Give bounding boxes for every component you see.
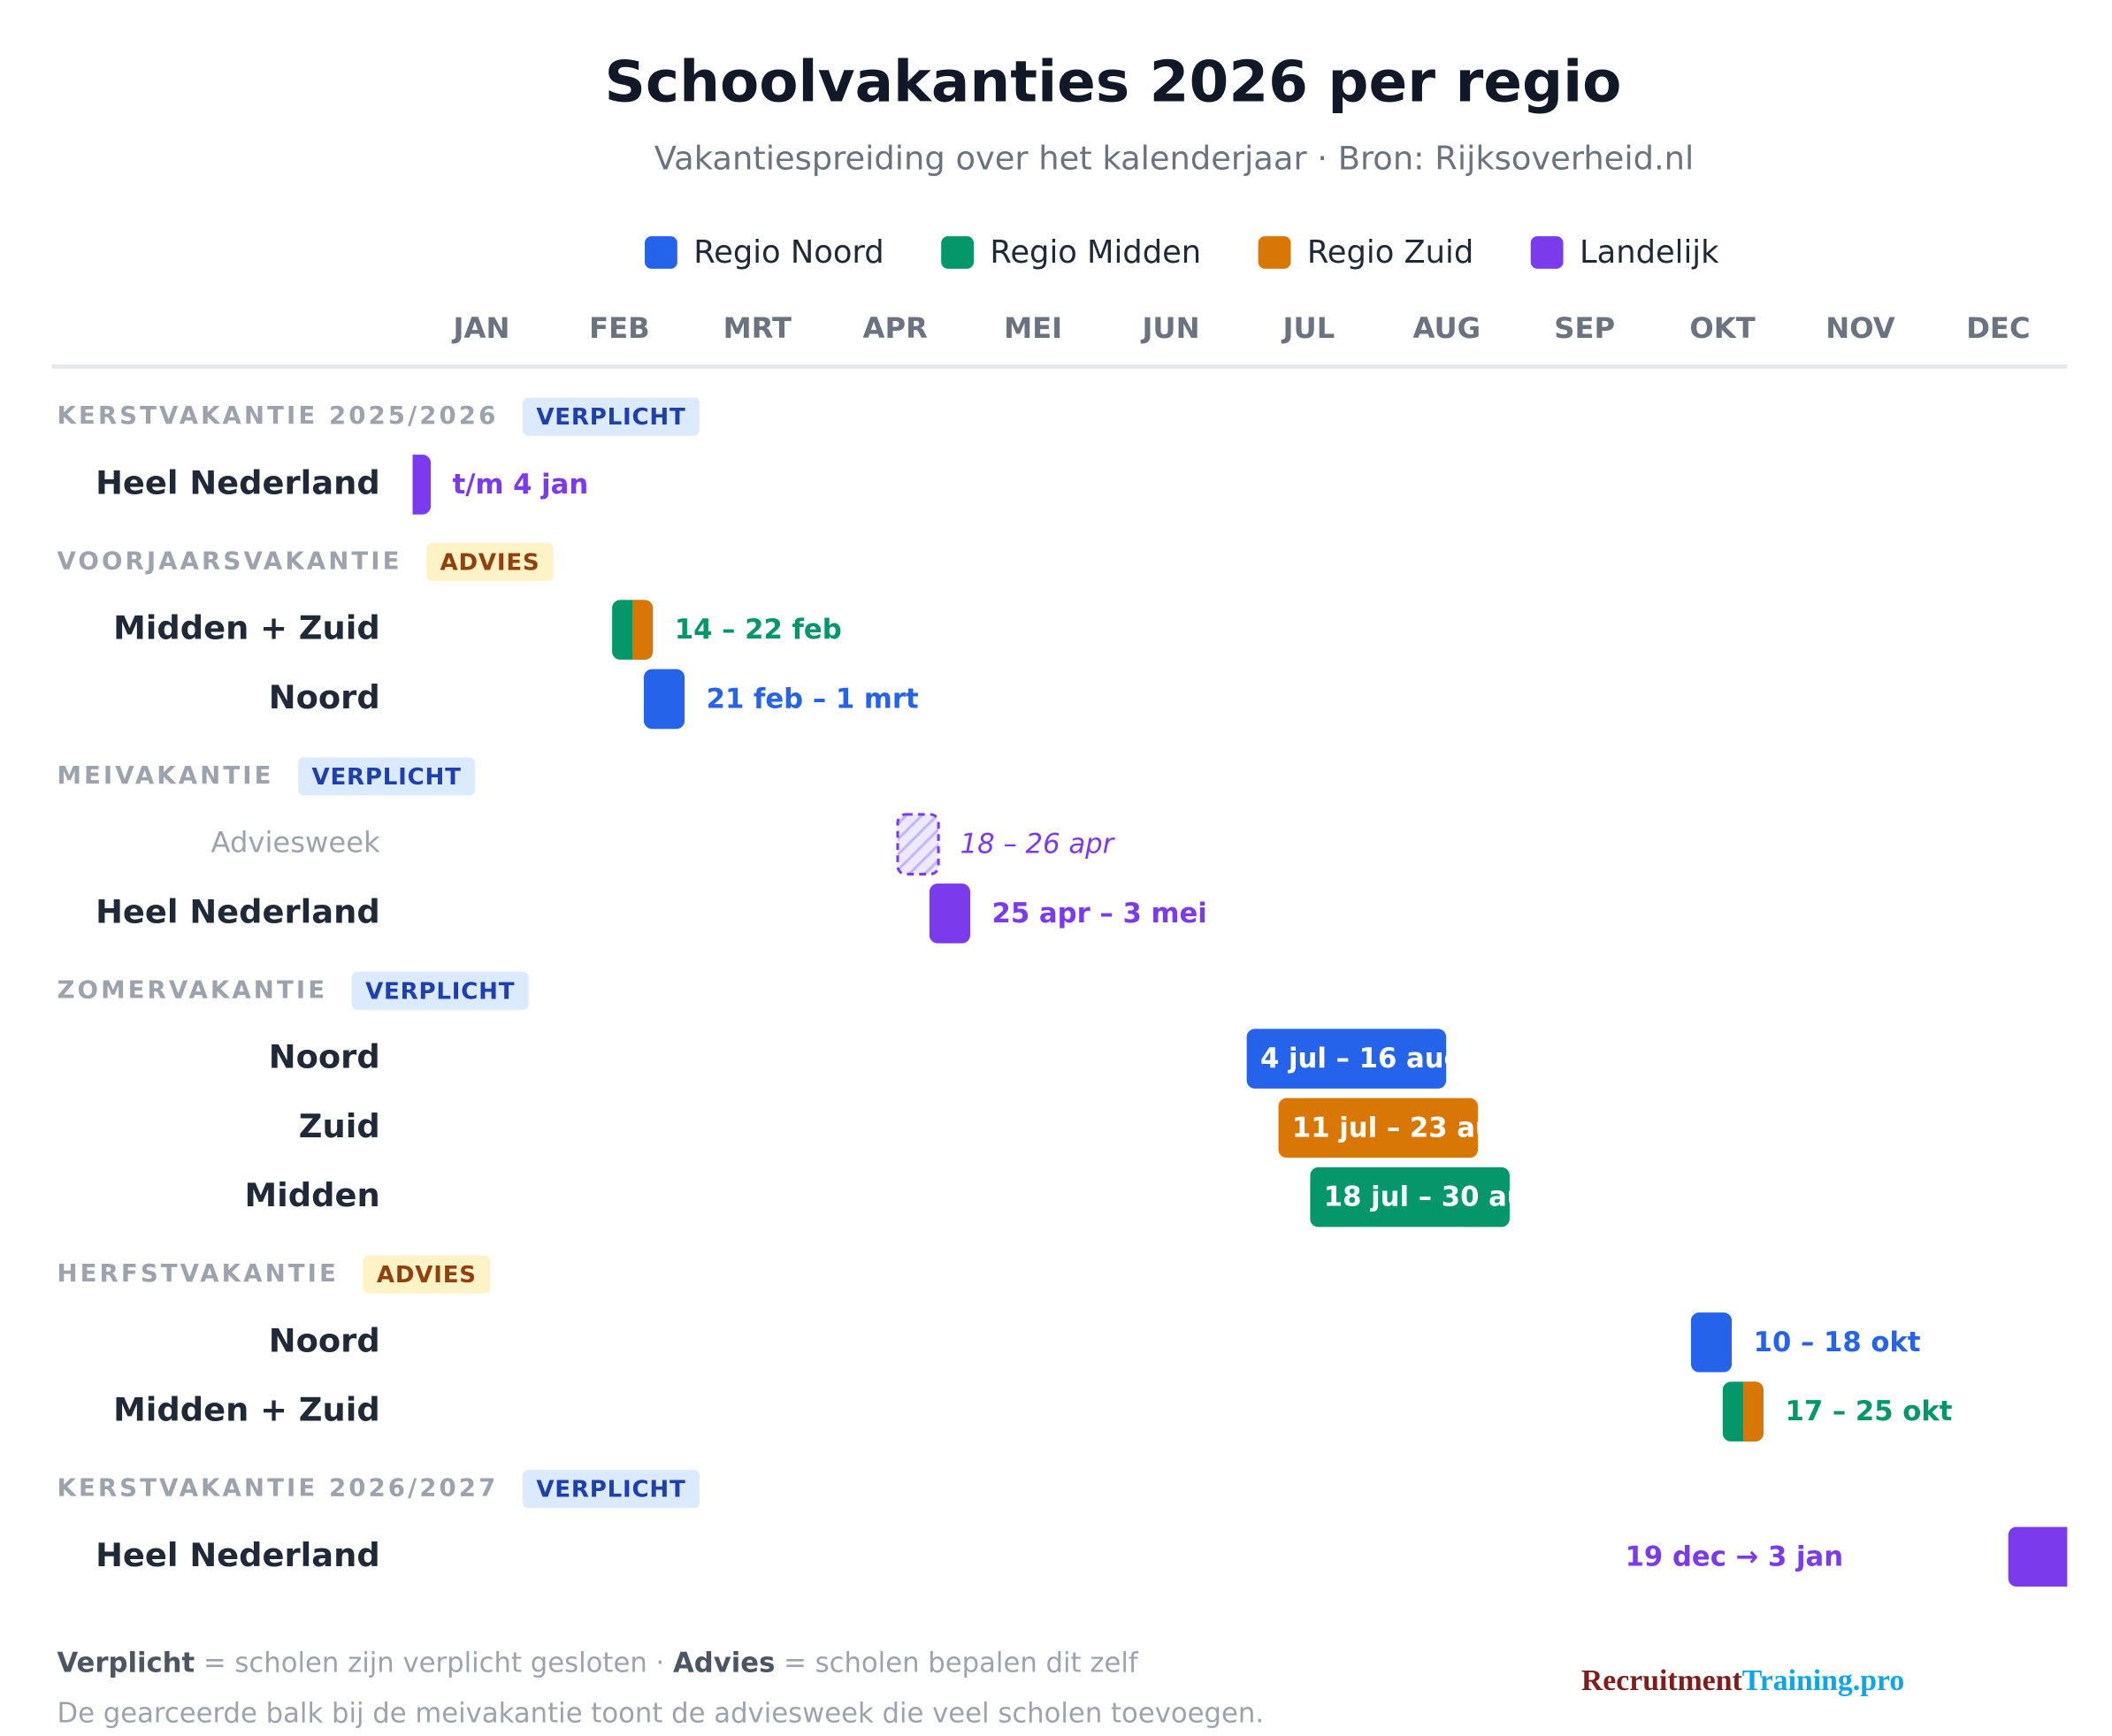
bar: [412, 455, 432, 515]
group-header: KERSTVAKANTIE 2025/2026: [57, 401, 498, 430]
row-label: Heel Nederland: [96, 463, 380, 501]
bar: [1246, 1029, 1447, 1089]
plot-area: [412, 455, 2068, 1587]
x-tick-label: JUL: [1282, 311, 1335, 345]
row-label: Midden + Zuid: [113, 1391, 380, 1429]
group-header: HERFSTVAKANTIE: [57, 1258, 338, 1288]
bar: [2008, 1526, 2068, 1587]
legend-label: Regio Noord: [693, 234, 884, 271]
x-tick-label: DEC: [1966, 311, 2030, 345]
status-badge: [298, 757, 476, 796]
bar: [896, 813, 940, 876]
status-badge-text: ADVIES: [377, 1262, 477, 1289]
x-tick-label: OKT: [1689, 311, 1755, 345]
group-header: ZOMERVAKANTIE: [57, 975, 327, 1004]
x-tick-label: AUG: [1413, 311, 1481, 345]
status-badge: [522, 397, 700, 436]
footer-part: Advies: [673, 1648, 775, 1679]
footer-part: Verplicht: [57, 1648, 195, 1679]
x-tick-label: FEB: [589, 311, 650, 345]
status-badge-text: VERPLICHT: [312, 764, 462, 791]
group-header: KERSTVAKANTIE 2026/2027: [57, 1473, 498, 1503]
footer-part: = scholen bepalen dit zelf: [775, 1648, 1138, 1679]
legend-swatch: [644, 236, 677, 269]
status-badge: [426, 542, 554, 581]
group-header: VOORJAARSVAKANTIE: [57, 546, 402, 575]
date-label: 19 dec → 3 jan: [1626, 1541, 1844, 1572]
date-label: 18 – 26 apr: [960, 830, 1116, 860]
date-label: 21 feb – 1 mrt: [707, 684, 919, 715]
bar: [1310, 1166, 1510, 1227]
x-tick-label: MRT: [723, 311, 792, 345]
chart-title: Schoolvakanties 2026 per regio: [604, 49, 1621, 115]
row-label: Heel Nederland: [96, 892, 380, 930]
legend-label: Regio Zuid: [1307, 234, 1473, 271]
status-badge-text: VERPLICHT: [536, 1477, 685, 1503]
status-badge: [522, 1470, 700, 1509]
logo: RecruitmentTraining.pro: [1581, 1664, 1904, 1697]
status-badge-text: VERPLICHT: [365, 978, 515, 1005]
x-tick-label: JAN: [452, 311, 510, 345]
date-label: 18 jul – 30 aug: [1324, 1182, 1546, 1213]
status-badge-text: VERPLICHT: [536, 404, 685, 431]
bar: [1278, 1097, 1479, 1159]
row-label: Adviesweek: [210, 826, 380, 860]
legend-label: Landelijk: [1580, 234, 1719, 271]
legend-swatch: [1258, 236, 1291, 269]
footer-note: Verplicht = scholen zijn verplicht geslo…: [57, 1648, 1138, 1679]
logo-part: Recruitment: [1581, 1664, 1743, 1697]
row-label: Midden + Zuid: [113, 609, 380, 647]
bar-segment: [1742, 1381, 1752, 1442]
row-label: Noord: [269, 678, 380, 716]
bar: [1690, 1312, 1733, 1373]
x-tick-label: JUN: [1140, 311, 1199, 345]
status-badge: [363, 1255, 491, 1294]
row-label: Midden: [245, 1176, 380, 1214]
group-header: MEIVAKANTIE: [57, 761, 273, 790]
status-badge: [351, 971, 529, 1010]
legend-swatch: [941, 236, 975, 269]
bar: [929, 883, 970, 944]
row-label: Noord: [269, 1321, 380, 1359]
x-tick-label: APR: [863, 311, 929, 345]
bar: [643, 669, 685, 730]
row-label: Zuid: [299, 1107, 380, 1145]
bar-segment: [632, 600, 641, 660]
x-tick-label: NOV: [1825, 311, 1894, 345]
row-label: Heel Nederland: [96, 1536, 380, 1574]
legend-swatch: [1530, 236, 1564, 269]
footer-part: De gearceerde balk bij de meivakantie to…: [57, 1698, 1264, 1729]
date-label: 17 – 25 okt: [1786, 1396, 1953, 1427]
legend-label: Regio Midden: [990, 234, 1201, 271]
chart-subtitle: Vakantiespreiding over het kalenderjaar …: [654, 140, 1694, 178]
date-label: 10 – 18 okt: [1754, 1327, 1921, 1358]
x-tick-label: SEP: [1554, 311, 1615, 345]
footer-note: De gearceerde balk bij de meivakantie to…: [57, 1698, 1264, 1729]
date-label: 25 apr – 3 mei: [992, 899, 1207, 929]
logo-part: Training.pro: [1742, 1664, 1904, 1697]
status-badge-text: ADVIES: [440, 549, 540, 576]
row-label: Noord: [269, 1038, 380, 1076]
date-label: 14 – 22 feb: [675, 615, 842, 646]
date-label: t/m 4 jan: [453, 470, 589, 501]
date-label: 4 jul – 16 aug: [1260, 1044, 1464, 1074]
date-label: 11 jul – 23 aug: [1292, 1113, 1514, 1143]
footer-part: = scholen zijn verplicht gesloten ·: [195, 1648, 673, 1679]
x-tick-label: MEI: [1004, 311, 1062, 345]
